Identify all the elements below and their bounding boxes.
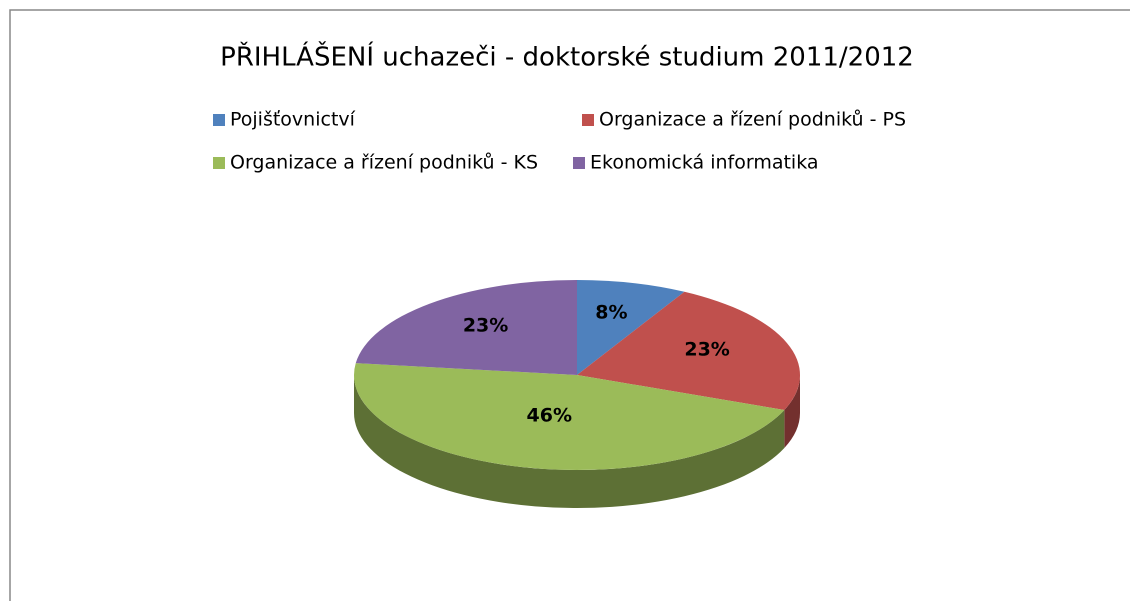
legend-swatch (582, 114, 594, 126)
data-label: 8% (595, 301, 627, 323)
legend-swatch (213, 114, 225, 126)
legend-swatch (573, 157, 585, 169)
slice (577, 291, 800, 410)
data-label: 46% (527, 405, 572, 427)
legend-label: Organizace a řízení podniků - PS (599, 109, 906, 131)
slice (577, 280, 685, 375)
data-label: 23% (463, 314, 508, 336)
legend-swatch (213, 157, 225, 169)
data-label: 23% (684, 339, 729, 361)
chart-title: PŘIHLÁŠENÍ uchazeči - doktorské studium … (220, 41, 914, 73)
slice (355, 280, 577, 375)
legend-label: Ekonomická informatika (590, 152, 819, 174)
legend-label: Pojišťovnictví (230, 109, 356, 131)
slice (353, 363, 785, 471)
slice-side (354, 375, 785, 509)
legend-label: Organizace a řízení podniků - KS (230, 152, 538, 174)
slice-side (784, 375, 800, 448)
